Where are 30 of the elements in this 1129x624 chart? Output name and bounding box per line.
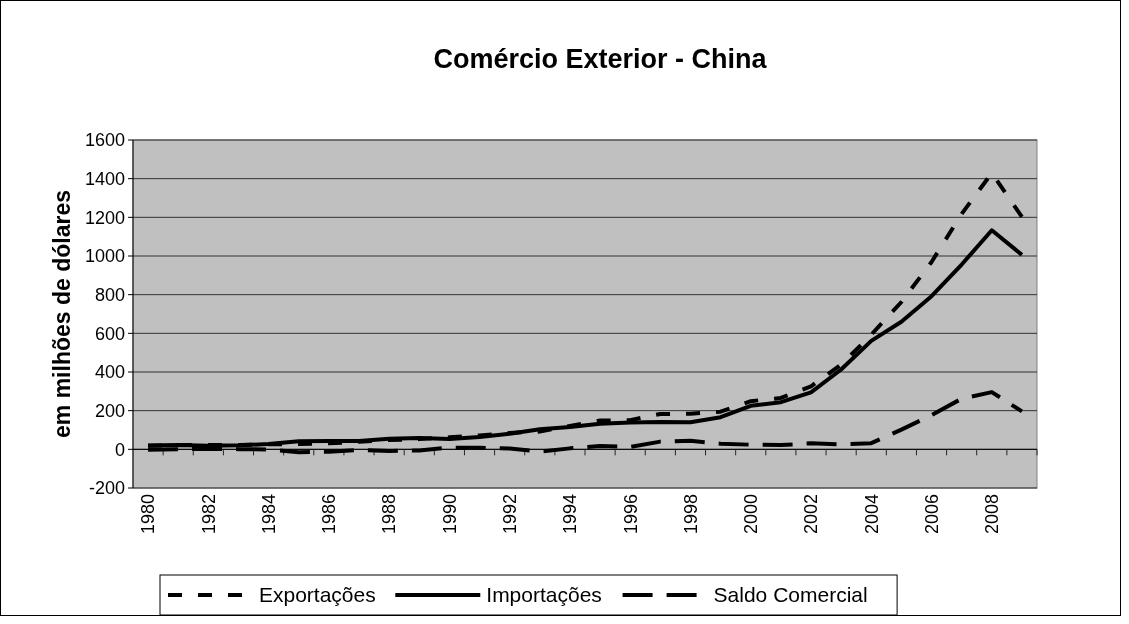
x-tick-label: 1982 [198, 494, 219, 535]
x-tick-label: 1990 [439, 494, 460, 535]
x-tick-label: 1986 [319, 494, 340, 535]
y-tick-label: 400 [94, 362, 125, 383]
y-tick-label: 800 [94, 284, 125, 305]
y-tick-label: -200 [88, 478, 125, 499]
y-tick-label: 1600 [84, 130, 125, 151]
y-tick-label: 200 [94, 400, 125, 421]
chart-title: Comércio Exterior - China [433, 44, 768, 74]
legend-label: Saldo Comercial [713, 583, 868, 607]
x-tick-label: 1988 [379, 494, 400, 535]
y-tick-label: 1200 [84, 207, 125, 228]
y-axis-title: em milhões de dólares [49, 190, 75, 438]
x-tick-label: 2002 [801, 494, 822, 535]
x-tick-label: 2000 [741, 494, 762, 535]
x-tick-label: 1984 [258, 494, 279, 535]
y-tick-label: 1000 [84, 246, 125, 267]
y-tick-label: 600 [94, 323, 125, 344]
x-tick-label: 1992 [499, 494, 520, 535]
legend-label: Exportações [259, 583, 376, 607]
x-tick-label: 2006 [921, 494, 942, 535]
y-tick-label: 1400 [84, 168, 125, 189]
x-tick-label: 1998 [680, 494, 701, 535]
x-tick-label: 2004 [861, 494, 882, 535]
x-tick-label: 1996 [620, 494, 641, 535]
x-tick-label: 2008 [982, 494, 1003, 535]
y-tick-label: 0 [114, 439, 125, 460]
x-tick-label: 1994 [560, 494, 581, 535]
legend-label: Importações [486, 583, 602, 607]
x-tick-label: 1980 [138, 494, 159, 535]
